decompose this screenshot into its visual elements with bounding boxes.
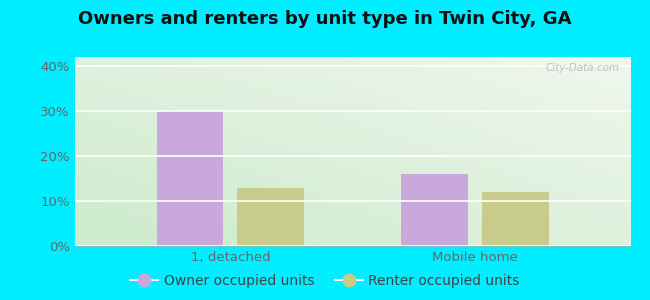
Bar: [401, 174, 468, 246]
Bar: [237, 188, 304, 246]
Bar: [157, 111, 224, 246]
Legend: Owner occupied units, Renter occupied units: Owner occupied units, Renter occupied un…: [125, 268, 525, 293]
Text: City-Data.com: City-Data.com: [545, 63, 619, 73]
Bar: [482, 192, 549, 246]
Text: Owners and renters by unit type in Twin City, GA: Owners and renters by unit type in Twin …: [78, 11, 572, 28]
